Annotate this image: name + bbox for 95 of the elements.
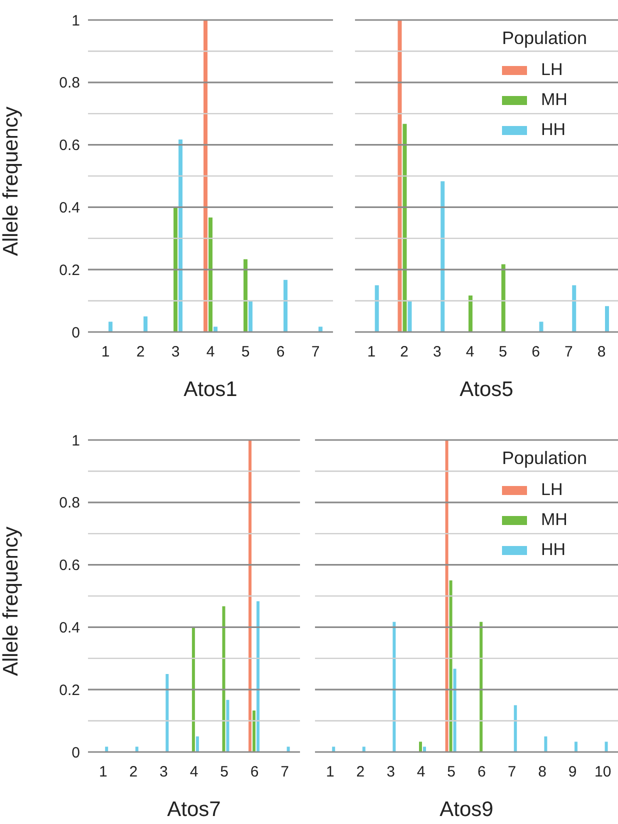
y-tick-label: 0.6: [59, 137, 80, 154]
bar: [604, 306, 609, 332]
bar: [604, 742, 608, 752]
x-tick-label: 2: [400, 344, 408, 361]
x-tick-label: 4: [190, 764, 198, 781]
x-tick-label: 1: [326, 764, 334, 781]
x-tick-label: 3: [171, 344, 180, 361]
x-tick-label: 10: [594, 764, 612, 781]
bar: [398, 20, 402, 332]
bar: [244, 259, 248, 332]
bar: [144, 316, 148, 332]
bar: [166, 674, 169, 752]
x-tick-label: 7: [564, 344, 573, 361]
y-tick-label: 0.8: [59, 494, 80, 512]
bar: [196, 736, 199, 752]
bar: [449, 580, 452, 752]
y-tick-label: 0.2: [59, 682, 80, 699]
bar: [226, 700, 230, 752]
x-tick-label: 1: [367, 344, 376, 361]
y-axis-title: Allele frequency: [0, 106, 22, 256]
x-tick-label: 3: [160, 764, 168, 781]
x-tick-label: 8: [597, 344, 606, 361]
legend-title: Population: [502, 28, 588, 49]
y-tick-label: 0: [72, 744, 80, 762]
y-tick-label: 0.2: [59, 262, 80, 279]
bar: [192, 627, 195, 752]
bar: [445, 440, 448, 752]
x-tick-label: 4: [206, 344, 215, 361]
x-tick-label: 3: [433, 344, 442, 361]
y-tick-label: 0.4: [59, 620, 80, 637]
y-tick-label: 1: [72, 432, 80, 450]
bar: [514, 705, 517, 752]
bar: [480, 622, 483, 752]
bar: [248, 300, 252, 332]
y-tick-label: 0.6: [59, 557, 80, 574]
legend-label: HH: [541, 120, 566, 140]
x-tick-label: 4: [466, 344, 474, 361]
x-tick-label: 6: [276, 344, 285, 361]
bar: [256, 601, 260, 752]
bar: [208, 217, 212, 332]
x-tick-label: 6: [250, 764, 259, 781]
x-axis-title: Atos9: [440, 798, 494, 821]
bar: [539, 322, 544, 332]
x-tick-label: 7: [508, 764, 516, 781]
legend-label: HH: [541, 540, 566, 560]
bar: [108, 322, 112, 332]
y-tick-label: 1: [72, 12, 80, 30]
x-tick-label: 5: [447, 764, 456, 781]
x-tick-label: 7: [311, 344, 320, 361]
bar: [501, 264, 506, 332]
x-tick-label: 8: [538, 764, 546, 781]
bar: [252, 710, 256, 752]
x-tick-label: 2: [136, 344, 145, 361]
x-tick-label: 5: [241, 344, 250, 361]
bar: [284, 280, 288, 332]
bar: [572, 285, 576, 332]
y-tick-label: 0.4: [59, 200, 80, 217]
legend-title: Population: [502, 448, 588, 469]
bar: [408, 300, 412, 332]
bar: [544, 736, 548, 752]
x-axis-title: Atos1: [184, 378, 238, 401]
x-tick-label: 6: [477, 764, 486, 781]
bar: [468, 295, 472, 332]
x-axis-title: Atos7: [167, 798, 221, 821]
x-tick-label: 1: [101, 344, 110, 361]
y-axis-title: Allele frequency: [0, 526, 22, 676]
x-tick-label: 5: [220, 764, 228, 781]
x-axis-title: Atos5: [460, 378, 514, 401]
bar: [174, 207, 178, 332]
bar: [574, 742, 578, 752]
bar: [453, 668, 456, 752]
bar: [204, 20, 208, 332]
bar: [402, 124, 407, 332]
bar: [222, 606, 226, 752]
x-tick-label: 1: [98, 764, 108, 781]
y-tick-label: 0.8: [59, 74, 80, 92]
legend-label: MH: [541, 510, 568, 530]
x-tick-label: 2: [356, 764, 365, 781]
legend-label: MH: [541, 90, 568, 110]
bar: [392, 622, 396, 752]
bar: [440, 181, 445, 332]
legend-label: LH: [541, 480, 563, 500]
bar: [178, 139, 182, 332]
x-tick-label: 5: [498, 344, 508, 361]
x-tick-label: 9: [568, 764, 577, 781]
x-tick-label: 2: [129, 764, 138, 781]
x-tick-label: 6: [532, 344, 540, 361]
bar: [248, 440, 252, 752]
x-tick-label: 4: [416, 764, 426, 781]
x-tick-label: 3: [386, 764, 395, 781]
x-tick-label: 7: [280, 764, 290, 781]
bar: [418, 742, 422, 752]
legend-label: LH: [541, 60, 563, 80]
y-tick-label: 0: [72, 324, 80, 342]
bar: [374, 285, 379, 332]
